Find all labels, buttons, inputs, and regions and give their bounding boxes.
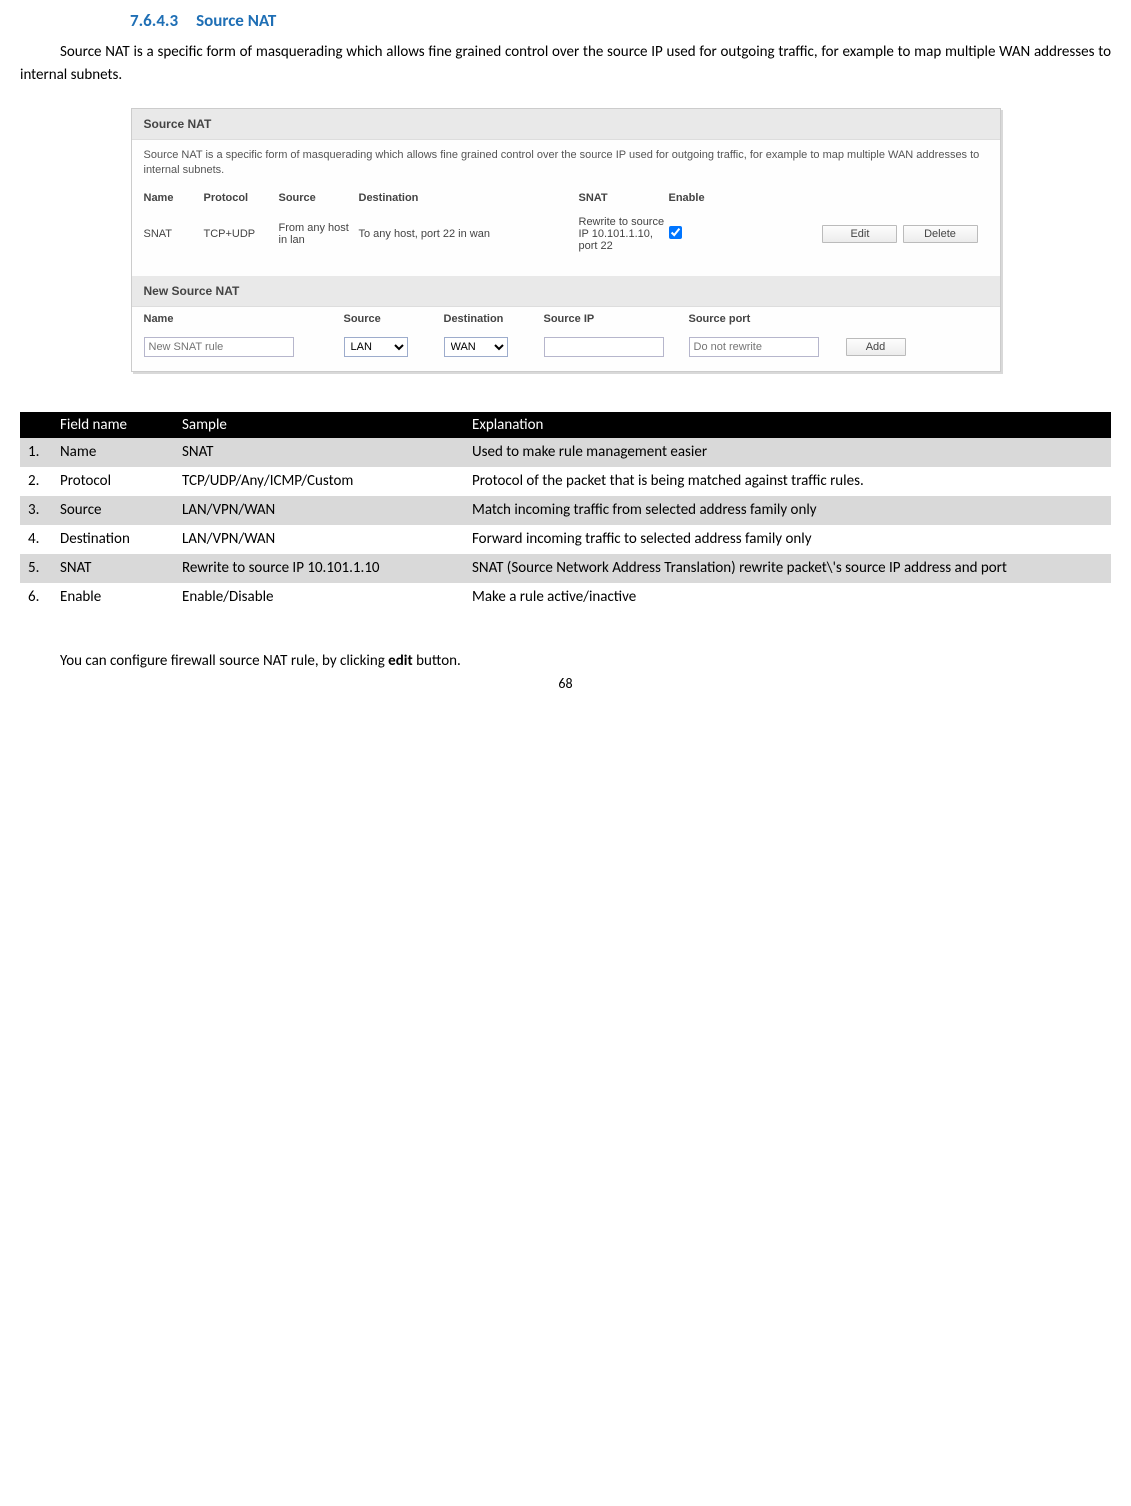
col-destination: Destination <box>359 192 579 204</box>
closing-paragraph: You can configure firewall source NAT ru… <box>20 652 1111 670</box>
cell-sample: LAN/VPN/WAN <box>174 496 464 525</box>
table-row: 3. Source LAN/VPN/WAN Match incoming tra… <box>20 496 1111 525</box>
table-row: 4. Destination LAN/VPN/WAN Forward incom… <box>20 525 1111 554</box>
cell-num: 3. <box>20 496 52 525</box>
closing-bold: edit <box>388 652 413 670</box>
add-button[interactable]: Add <box>846 338 906 356</box>
table-row: 5. SNAT Rewrite to source IP 10.101.1.10… <box>20 554 1111 583</box>
screenshot-panel: Source NAT Source NAT is a specific form… <box>131 108 1001 372</box>
th-explanation: Explanation <box>464 412 1111 438</box>
cell-destination: To any host, port 22 in wan <box>359 228 579 240</box>
table-row: 2. Protocol TCP/UDP/Any/ICMP/Custom Prot… <box>20 467 1111 496</box>
cell-explanation: Used to make rule management easier <box>464 438 1111 467</box>
section-number: 7.6.4.3 <box>130 10 178 31</box>
table-row: 6. Enable Enable/Disable Make a rule act… <box>20 583 1111 612</box>
new-col-source-port: Source port <box>689 313 844 325</box>
cell-num: 6. <box>20 583 52 612</box>
new-col-source: Source <box>344 313 444 325</box>
col-name: Name <box>144 192 204 204</box>
col-snat: SNAT <box>579 192 669 204</box>
new-destination-select[interactable]: WAN <box>444 337 508 357</box>
section-title: Source NAT <box>196 10 276 31</box>
cell-name: SNAT <box>144 228 204 240</box>
cell-field: SNAT <box>52 554 174 583</box>
new-name-input[interactable] <box>144 337 294 357</box>
page-number: 68 <box>0 675 1131 692</box>
col-protocol: Protocol <box>204 192 279 204</box>
new-header-row: Name Source Destination Source IP Source… <box>132 307 1000 331</box>
cell-explanation: Forward incoming traffic to selected add… <box>464 525 1111 554</box>
cell-source: From any host in lan <box>279 222 359 246</box>
table-row: 1. Name SNAT Used to make rule managemen… <box>20 438 1111 467</box>
col-source: Source <box>279 192 359 204</box>
th-field: Field name <box>52 412 174 438</box>
cell-num: 2. <box>20 467 52 496</box>
delete-button[interactable]: Delete <box>903 225 978 243</box>
new-col-name: Name <box>144 313 344 325</box>
cell-explanation: SNAT (Source Network Address Translation… <box>464 554 1111 583</box>
cell-protocol: TCP+UDP <box>204 228 279 240</box>
table-header-row: Field name Sample Explanation <box>20 412 1111 438</box>
new-col-destination: Destination <box>444 313 544 325</box>
cell-field: Source <box>52 496 174 525</box>
snat-rule-row: SNAT TCP+UDP From any host in lan To any… <box>144 210 988 258</box>
cell-sample: Rewrite to source IP 10.101.1.10 <box>174 554 464 583</box>
panel-title: Source NAT <box>132 109 1000 140</box>
closing-pre: You can configure firewall source NAT ru… <box>60 652 388 670</box>
th-sample: Sample <box>174 412 464 438</box>
new-col-source-ip: Source IP <box>544 313 689 325</box>
cell-field: Protocol <box>52 467 174 496</box>
cell-sample: Enable/Disable <box>174 583 464 612</box>
cell-num: 1. <box>20 438 52 467</box>
cell-sample: SNAT <box>174 438 464 467</box>
cell-explanation: Match incoming traffic from selected add… <box>464 496 1111 525</box>
intro-paragraph: Source NAT is a specific form of masquer… <box>20 41 1111 86</box>
cell-field: Destination <box>52 525 174 554</box>
panel-description: Source NAT is a specific form of masquer… <box>132 140 1000 182</box>
field-table: Field name Sample Explanation 1. Name SN… <box>20 412 1111 612</box>
cell-field: Enable <box>52 583 174 612</box>
cell-sample: LAN/VPN/WAN <box>174 525 464 554</box>
new-source-select[interactable]: LAN <box>344 337 408 357</box>
cell-explanation: Make a rule active/inactive <box>464 583 1111 612</box>
edit-button[interactable]: Edit <box>822 225 897 243</box>
new-source-nat-title: New Source NAT <box>132 276 1000 307</box>
new-rule-row: LAN WAN Add <box>132 331 1000 371</box>
new-source-port-input[interactable] <box>689 337 819 357</box>
col-enable: Enable <box>669 192 709 204</box>
snat-header-row: Name Protocol Source Destination SNAT En… <box>144 186 988 210</box>
enable-checkbox[interactable] <box>669 226 682 239</box>
cell-field: Name <box>52 438 174 467</box>
cell-enable <box>669 226 709 242</box>
intro-text: Source NAT is a specific form of masquer… <box>20 43 1111 84</box>
th-num <box>20 412 52 438</box>
new-source-ip-input[interactable] <box>544 337 664 357</box>
cell-num: 5. <box>20 554 52 583</box>
cell-num: 4. <box>20 525 52 554</box>
cell-sample: TCP/UDP/Any/ICMP/Custom <box>174 467 464 496</box>
section-heading: 7.6.4.3 Source NAT <box>130 10 1111 31</box>
cell-explanation: Protocol of the packet that is being mat… <box>464 467 1111 496</box>
closing-post: button. <box>413 652 461 670</box>
cell-snat: Rewrite to source IP 10.101.1.10, port 2… <box>579 216 669 252</box>
